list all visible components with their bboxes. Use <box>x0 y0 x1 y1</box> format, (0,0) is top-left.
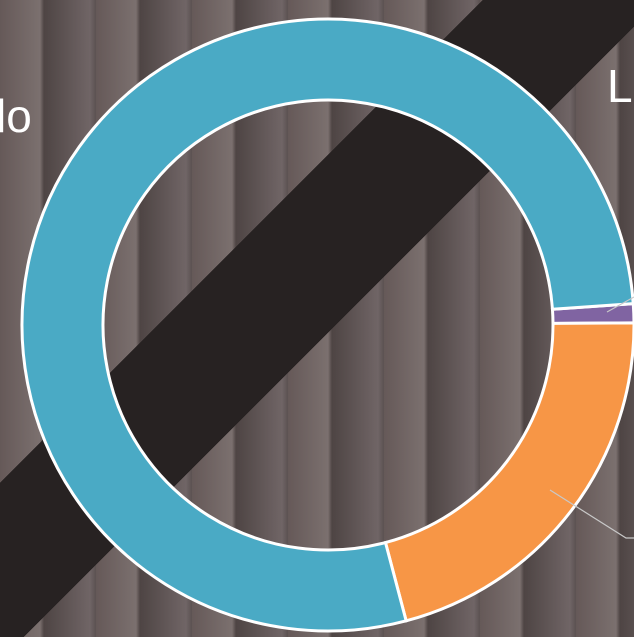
leader-line <box>549 489 634 539</box>
donut-slice <box>20 17 634 633</box>
donut <box>20 17 634 633</box>
leader-line <box>606 296 634 313</box>
cropped-label: L <box>607 60 633 112</box>
cropped-label: lo <box>0 90 32 142</box>
